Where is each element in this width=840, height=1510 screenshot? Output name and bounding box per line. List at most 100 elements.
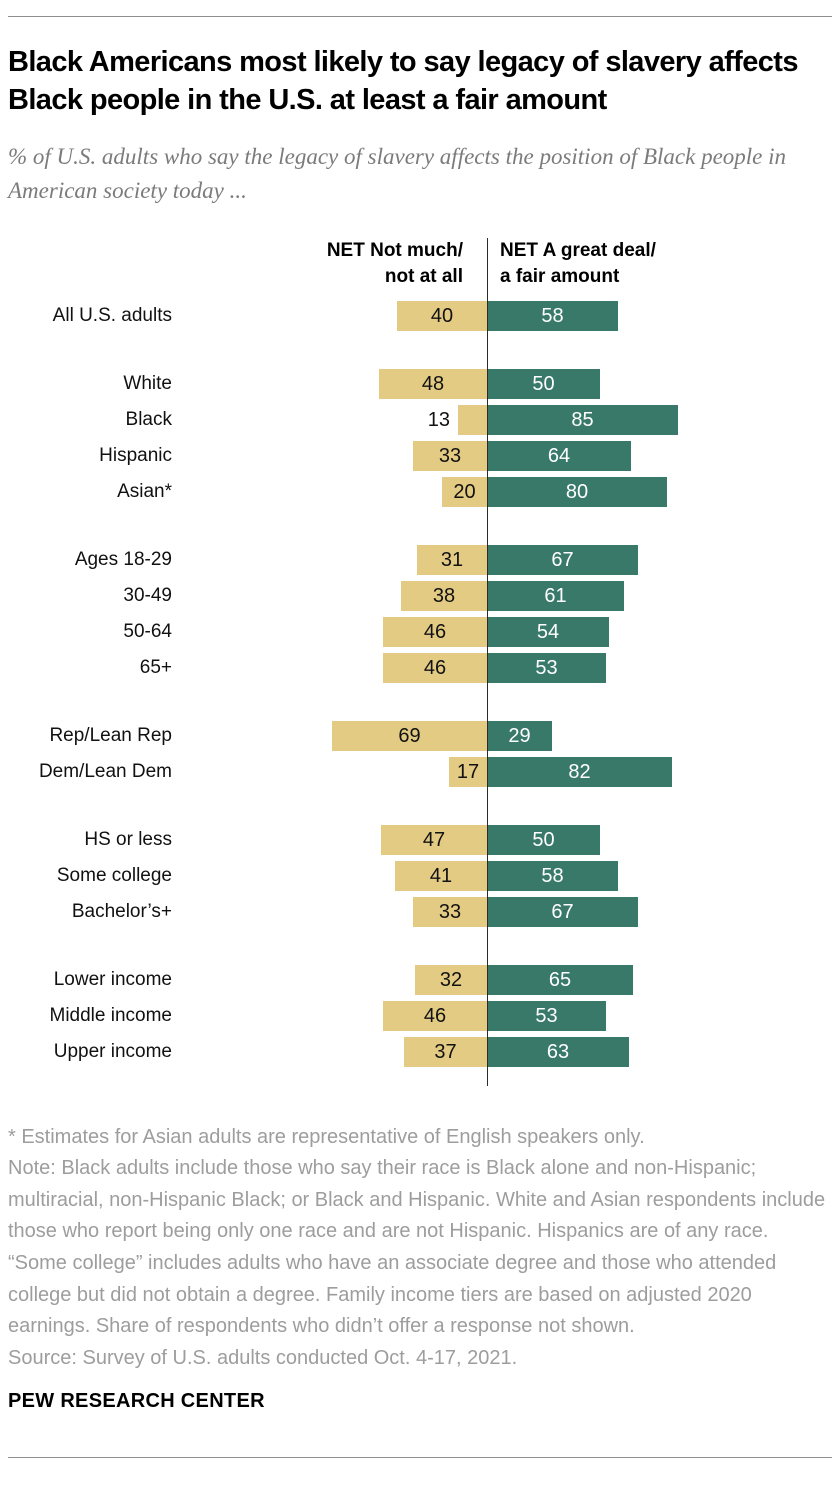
value-label-great-deal: 53	[535, 656, 558, 679]
bar-net-not-much: 40	[397, 300, 487, 331]
category-label: 65+	[139, 656, 172, 678]
bar-net-not-much: 46	[383, 1000, 487, 1031]
bar-net-not-much: 46	[383, 652, 487, 683]
bar-net-great-deal: 82	[487, 756, 672, 787]
bar-net-great-deal: 67	[487, 896, 638, 927]
value-label-great-deal: 65	[548, 968, 572, 991]
value-label-not-much: 13	[427, 408, 450, 431]
bar-net-not-much: 47	[381, 824, 487, 855]
category-label: HS or less	[84, 828, 172, 850]
footnotes: * Estimates for Asian adults are represe…	[8, 1122, 826, 1375]
chart-row: Hispanic 33 64	[8, 440, 832, 471]
category-label: Ages 18-29	[74, 548, 172, 570]
value-label-not-much: 69	[398, 724, 421, 747]
value-label-not-much: 32	[439, 968, 463, 991]
footnote-asterisk: * Estimates for Asian adults are represe…	[8, 1125, 645, 1148]
column-header-not-much: NET Not much/ not at all	[326, 239, 463, 287]
value-label-great-deal: 82	[568, 760, 591, 783]
category-label: Black	[125, 408, 172, 430]
category-label: Upper income	[53, 1040, 172, 1062]
chart-rows: All U.S. adults 40 58 White 48 50 Black 13 85 His…	[8, 300, 832, 1067]
bar-net-not-much	[458, 404, 487, 435]
category-label: Some college	[56, 864, 172, 886]
category-label: Dem/Lean Dem	[38, 760, 172, 782]
bar-net-great-deal: 50	[487, 824, 600, 855]
chart-row: White 48 50	[8, 368, 832, 399]
bar-net-great-deal: 29	[487, 720, 552, 751]
value-label-great-deal: 29	[508, 724, 531, 747]
bar-net-not-much: 69	[332, 720, 487, 751]
value-label-great-deal: 80	[565, 480, 589, 503]
value-label-not-much: 38	[432, 584, 456, 607]
category-label: Lower income	[53, 968, 172, 990]
bar-net-great-deal: 58	[487, 860, 618, 891]
column-header-great-deal: NET A great deal/ a fair amount	[500, 239, 656, 287]
category-label: Asian*	[117, 480, 172, 502]
chart-row: Middle income 46 53	[8, 1000, 832, 1031]
value-label-great-deal: 63	[546, 1040, 570, 1063]
footnote-source: Source: Survey of U.S. adults conducted …	[8, 1346, 518, 1369]
bar-net-great-deal: 50	[487, 368, 600, 399]
bar-net-not-much: 17	[449, 756, 487, 787]
bar-net-not-much: 33	[413, 440, 487, 471]
value-label-not-much: 41	[429, 864, 453, 887]
top-divider	[8, 16, 832, 17]
bar-net-great-deal: 58	[487, 300, 618, 331]
page-title: Black Americans most likely to say legac…	[8, 46, 798, 117]
category-label: 30-49	[123, 584, 172, 606]
value-label-not-much: 48	[421, 372, 445, 395]
category-label: Bachelor’s+	[71, 900, 172, 922]
value-label-great-deal: 53	[535, 1004, 558, 1027]
value-label-great-deal: 67	[551, 548, 574, 571]
bar-net-great-deal: 63	[487, 1036, 629, 1067]
bar-net-not-much: 32	[415, 964, 487, 995]
value-label-not-much: 20	[453, 480, 476, 503]
bar-net-not-much: 38	[401, 580, 487, 611]
zero-axis-line	[487, 237, 488, 1086]
chart-row: 50-64 46 54	[8, 616, 832, 647]
bar-net-not-much: 37	[404, 1036, 487, 1067]
category-label: Hispanic	[99, 444, 172, 466]
bar-net-great-deal: 54	[487, 616, 609, 647]
bar-net-great-deal: 53	[487, 652, 606, 683]
chart-row: Bachelor’s+ 33 67	[8, 896, 832, 927]
column-headers: NET Not much/ not at all NET A great dea…	[8, 238, 832, 294]
bar-net-great-deal: 85	[487, 404, 678, 435]
category-label: Rep/Lean Rep	[49, 724, 172, 746]
value-label-great-deal: 67	[551, 900, 574, 923]
value-label-great-deal: 58	[541, 864, 564, 887]
chart-row: 65+ 46 53	[8, 652, 832, 683]
chart-row: Some college 41 58	[8, 860, 832, 891]
category-label: Middle income	[49, 1004, 173, 1026]
category-label: All U.S. adults	[52, 304, 172, 326]
chart-row: Lower income 32 65	[8, 964, 832, 995]
value-label-not-much: 17	[456, 760, 480, 783]
chart-row: Asian* 20 80	[8, 476, 832, 507]
bar-net-not-much: 33	[413, 896, 487, 927]
value-label-great-deal: 61	[544, 584, 567, 607]
pew-research-center-wordmark: PEW RESEARCH CENTER	[8, 1390, 265, 1413]
bar-net-not-much: 46	[383, 616, 487, 647]
chart-subtitle: % of U.S. adults who say the legacy of s…	[8, 143, 787, 203]
chart-row: Black 13 85	[8, 404, 832, 435]
footnote-note: Note: Black adults include those who say…	[8, 1157, 826, 1338]
bar-net-not-much: 48	[379, 368, 487, 399]
page: Black Americans most likely to say legac…	[0, 16, 840, 1459]
diverging-bar-chart: NET Not much/ not at all NET A great dea…	[8, 237, 832, 1086]
bottom-divider	[8, 1457, 832, 1459]
value-label-great-deal: 85	[571, 408, 594, 431]
value-label-great-deal: 50	[532, 828, 555, 851]
chart-row: Dem/Lean Dem 17 82	[8, 756, 832, 787]
value-label-not-much: 33	[438, 900, 462, 923]
value-label-not-much: 47	[422, 828, 446, 851]
value-label-great-deal: 50	[532, 372, 555, 395]
bar-net-not-much: 20	[442, 476, 487, 507]
value-label-not-much: 31	[440, 548, 464, 571]
bar-net-great-deal: 80	[487, 476, 667, 507]
bar-net-great-deal: 64	[487, 440, 631, 471]
chart-row: Upper income 37 63	[8, 1036, 832, 1067]
category-label: 50-64	[123, 620, 172, 642]
value-label-great-deal: 54	[536, 620, 560, 643]
chart-row: 30-49 38 61	[8, 580, 832, 611]
chart-row: HS or less 47 50	[8, 824, 832, 855]
